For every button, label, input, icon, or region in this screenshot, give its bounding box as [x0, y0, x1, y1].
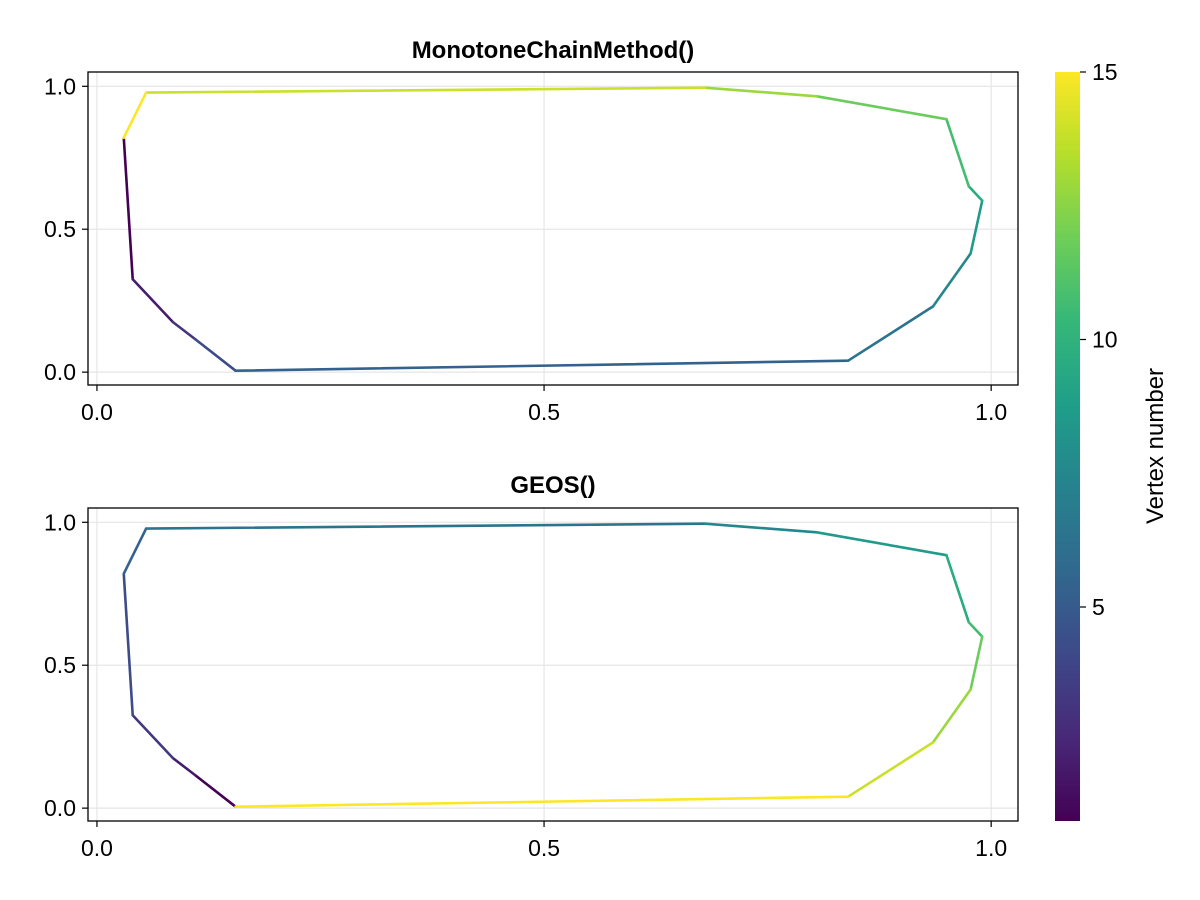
hull-segment — [234, 795, 850, 809]
hull-segment — [171, 756, 197, 777]
grid — [88, 508, 1018, 821]
panel-monotone-chain: MonotoneChainMethod() 0.0 0.5 1.0 0.0 0.5 1.… — [44, 37, 1019, 425]
hull-segment — [969, 635, 984, 691]
grid — [88, 72, 1018, 385]
colorbar-tick-label: 5 — [1092, 594, 1105, 620]
y-tick-label: 1.0 — [44, 509, 76, 535]
y-axis-ticks: 0.0 0.5 1.0 — [44, 509, 88, 821]
hull-segment — [144, 522, 707, 530]
hull-segment — [122, 572, 135, 717]
x-tick-label: 0.5 — [528, 399, 560, 425]
series-lines — [122, 86, 984, 373]
plot-frame — [87, 71, 1019, 386]
hull-segment — [703, 522, 819, 534]
hull-segment — [122, 91, 148, 140]
y-tick-label: 0.5 — [44, 216, 76, 242]
x-axis-ticks: 0.0 0.5 1.0 — [81, 385, 1007, 425]
x-tick-label: 0.5 — [528, 835, 560, 861]
colorbar-gradient — [1055, 72, 1080, 821]
hull-segment — [967, 621, 984, 638]
hull-segment — [171, 320, 197, 341]
plot-frame — [87, 507, 1019, 822]
y-tick-label: 1.0 — [44, 73, 76, 99]
y-tick-label: 0.0 — [44, 795, 76, 821]
hull-segment — [945, 117, 971, 188]
colorbar: 5 10 15 Vertex number — [1055, 59, 1169, 821]
hull-segment — [194, 337, 237, 373]
colorbar-label: Vertex number — [1142, 368, 1169, 524]
hull-segment — [967, 185, 984, 202]
hull-segment — [122, 136, 135, 281]
hull-segment — [931, 252, 972, 308]
hull-segment — [969, 199, 984, 255]
hull-segment — [234, 359, 850, 373]
panel-title: MonotoneChainMethod() — [412, 37, 695, 64]
colorbar-tick-label: 15 — [1092, 59, 1118, 85]
hull-segment — [945, 553, 971, 624]
hull-segment — [703, 86, 819, 98]
hull-segment — [131, 713, 175, 760]
hull-segment — [931, 688, 972, 744]
y-tick-label: 0.0 — [44, 359, 76, 385]
hull-segment — [144, 86, 707, 94]
hull-segment — [194, 773, 237, 809]
hull-segment — [846, 305, 935, 363]
x-tick-label: 0.0 — [81, 835, 113, 861]
panel-geos: GEOS() 0.0 0.5 1.0 0.0 0.5 1.0 — [44, 472, 1019, 861]
y-axis-ticks: 0.0 0.5 1.0 — [44, 73, 88, 385]
hull-segment — [131, 277, 175, 324]
series-lines — [122, 522, 984, 809]
hull-segment — [122, 527, 148, 576]
hull-segment — [846, 741, 935, 799]
colorbar-tick-label: 10 — [1092, 327, 1118, 353]
x-tick-label: 1.0 — [975, 399, 1007, 425]
x-tick-label: 1.0 — [975, 835, 1007, 861]
hull-segment — [815, 94, 948, 121]
y-tick-label: 0.5 — [44, 652, 76, 678]
hull-segment — [815, 530, 948, 557]
x-axis-ticks: 0.0 0.5 1.0 — [81, 821, 1007, 861]
colorbar-ticks: 5 10 15 — [1080, 59, 1118, 620]
x-tick-label: 0.0 — [81, 399, 113, 425]
panel-title: GEOS() — [510, 472, 595, 499]
